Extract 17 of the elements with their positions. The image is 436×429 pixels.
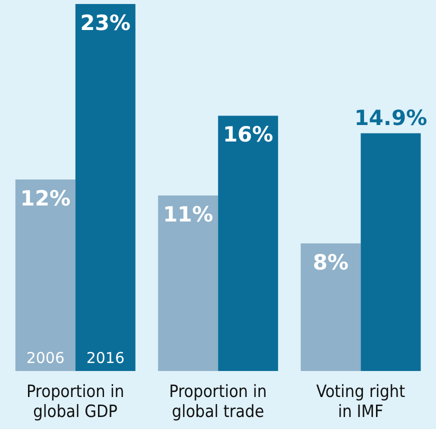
x-tick-label: Proportion in global GDP (26, 382, 124, 422)
data-label: 8% (312, 250, 349, 274)
series-label: 2006 (26, 349, 65, 367)
bar (15, 180, 76, 371)
data-label: 14.9% (354, 106, 428, 130)
x-tick-label: Voting right in IMF (316, 382, 406, 422)
bar (158, 195, 218, 371)
data-label: 11% (162, 202, 214, 226)
data-label: 23% (80, 11, 131, 35)
series-label: 2016 (86, 349, 125, 367)
bar (218, 116, 278, 371)
x-tick-label: Proportion in global trade (169, 382, 267, 422)
data-label: 12% (20, 186, 71, 211)
data-label: 16% (222, 122, 274, 147)
bar (300, 243, 361, 371)
bar (75, 4, 136, 371)
bar (360, 133, 421, 371)
